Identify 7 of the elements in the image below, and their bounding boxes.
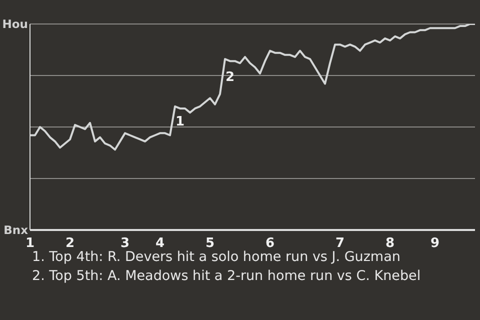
x-tick-label: 1 <box>25 236 35 252</box>
text: Hou <box>2 17 28 32</box>
text: Bnx <box>4 223 29 238</box>
annotation: 1 <box>176 114 185 130</box>
x-tick-label: 9 <box>430 236 440 252</box>
text: 2. Top 5th: A. Meadows hit a 2-run home run vs C. Knebel <box>32 267 421 286</box>
annotation: 2 <box>226 70 235 86</box>
